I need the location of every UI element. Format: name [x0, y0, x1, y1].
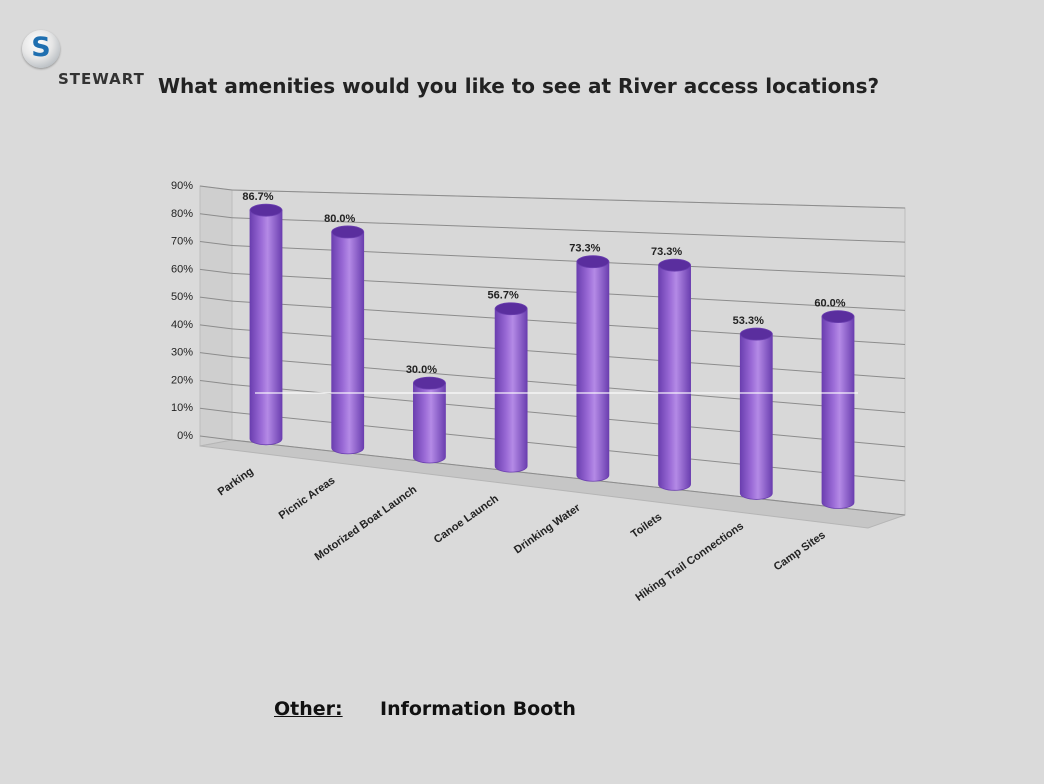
x-tick-label: Drinking Water: [512, 501, 583, 556]
logo-letter: S: [31, 32, 51, 63]
bar-top-5: [658, 258, 691, 272]
y-tick-label: 20%: [171, 374, 193, 386]
data-label: 80.0%: [324, 213, 355, 225]
bar-5: [658, 264, 691, 491]
bar-4: [576, 261, 610, 482]
gridline-side: [199, 213, 233, 219]
gridline: [231, 217, 906, 243]
x-tick-label: Camp Sites: [772, 529, 828, 573]
y-tick-label: 50%: [171, 291, 193, 303]
gridline-side: [199, 407, 233, 413]
y-tick-label: 0%: [177, 430, 193, 442]
gridline-side: [199, 296, 233, 302]
bar-top-4: [576, 255, 610, 269]
bar-top-3: [494, 302, 528, 316]
gridline-side: [199, 241, 233, 247]
data-label: 60.0%: [814, 298, 845, 310]
y-tick-label: 70%: [171, 236, 193, 248]
other-value: Information Booth: [380, 698, 576, 720]
x-tick-label: Parking: [216, 465, 256, 498]
bar-3: [494, 308, 528, 473]
y-tick-label: 90%: [171, 180, 193, 192]
gridline-side: [199, 352, 233, 358]
bar-2: [413, 382, 446, 464]
gridline-side: [199, 379, 233, 385]
x-tick-label: Picnic Areas: [277, 475, 338, 522]
gridline-side: [199, 185, 233, 191]
y-tick-label: 10%: [171, 402, 193, 414]
bar-0: [249, 209, 283, 446]
logo-badge-icon: [22, 30, 60, 68]
y-tick-label: 40%: [171, 319, 193, 331]
data-label: 73.3%: [569, 243, 600, 255]
bar-top-2: [413, 376, 446, 390]
gridline-side: [199, 324, 233, 330]
gridline: [231, 189, 906, 209]
bar-6: [739, 333, 773, 500]
data-label: 30.0%: [406, 364, 437, 376]
bar-7: [821, 316, 855, 509]
x-tick-label: Hiking Trail Connections: [633, 520, 746, 604]
gridline-side: [199, 435, 233, 441]
bar-top-7: [821, 310, 855, 324]
y-tick-label: 80%: [171, 208, 193, 220]
company-logo: S STEWART: [22, 30, 162, 100]
y-tick-label: 30%: [171, 347, 193, 359]
logo-wordmark: STEWART: [58, 70, 145, 88]
chart-side-wall: [199, 185, 233, 447]
data-label: 56.7%: [488, 290, 519, 302]
data-label: 73.3%: [651, 246, 682, 258]
bar-top-1: [331, 225, 365, 239]
y-tick-label: 60%: [171, 263, 193, 275]
bar-1: [331, 231, 365, 455]
gridline-side: [199, 268, 233, 274]
x-tick-label: Canoe Launch: [432, 493, 501, 546]
x-tick-label: Toilets: [629, 511, 664, 541]
data-label: 86.7%: [242, 191, 273, 203]
data-label: 53.3%: [733, 315, 764, 327]
chart-title: What amenities would you like to see at …: [158, 74, 880, 98]
bar-top-0: [249, 203, 283, 217]
other-label: Other:: [274, 698, 343, 720]
bar-top-6: [739, 327, 773, 341]
x-tick-label: Motorized Boat Launch: [313, 483, 420, 563]
